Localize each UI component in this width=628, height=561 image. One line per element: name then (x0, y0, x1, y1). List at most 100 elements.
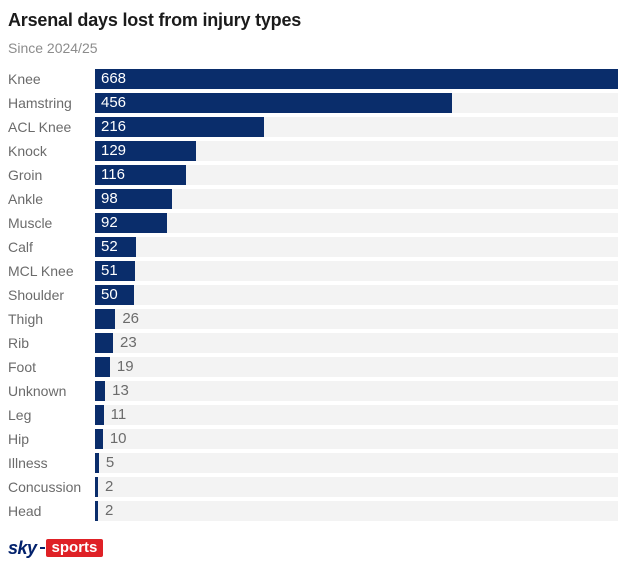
sky-logo: sky (8, 538, 37, 558)
bar-track: 129 (95, 141, 618, 161)
value-label: 19 (116, 358, 134, 375)
chart-row: MCL Knee 51 (0, 259, 628, 283)
category-label: Leg (8, 407, 32, 423)
bar (95, 405, 104, 425)
bar-track: 98 (95, 189, 618, 209)
category-label: Concussion (8, 479, 82, 495)
value-label: 50 (101, 286, 118, 303)
bar-track: 216 (95, 117, 618, 137)
bar: 116 (95, 165, 186, 185)
footer: sky sports (0, 538, 628, 558)
category-label: Rib (8, 335, 30, 351)
bar-track: 13 (95, 381, 618, 401)
category-label: Unknown (8, 383, 67, 399)
chart-row: Illness 5 (0, 451, 628, 475)
bar: 98 (95, 189, 172, 209)
bar: 668 (95, 69, 618, 89)
bar (95, 381, 106, 401)
value-label: 92 (101, 214, 118, 231)
category-label: Groin (8, 167, 43, 183)
bar: 456 (95, 93, 453, 113)
bar-track: 19 (95, 357, 618, 377)
bar (95, 453, 99, 473)
category-label: MCL Knee (8, 263, 74, 279)
value-label: 51 (101, 262, 118, 279)
bar-track: 92 (95, 213, 618, 233)
value-label: 2 (105, 502, 114, 519)
bar-track: 668 (95, 69, 618, 89)
bar-track: 10 (95, 429, 618, 449)
category-label: Muscle (8, 215, 53, 231)
value-label: 98 (101, 190, 118, 207)
sky-logo-dash-icon (39, 547, 45, 549)
bar-track: 51 (95, 261, 618, 281)
value-label: 2 (105, 478, 114, 495)
bar-track: 2 (95, 477, 618, 497)
category-label: Hip (8, 431, 30, 447)
chart-row: Calf 52 (0, 235, 628, 259)
bar-track: 26 (95, 309, 618, 329)
category-label: Shoulder (8, 287, 65, 303)
chart-row: Rib 23 (0, 331, 628, 355)
value-label: 5 (105, 454, 115, 471)
bar-track: 5 (95, 453, 618, 473)
bar-track: 116 (95, 165, 618, 185)
bar (95, 309, 116, 329)
value-label: 116 (101, 166, 125, 183)
bar-track: 2 (95, 501, 618, 521)
chart-header: Arsenal days lost from injury types Sinc… (0, 0, 628, 57)
bar (95, 429, 103, 449)
category-label: Knock (8, 143, 47, 159)
value-label: 456 (101, 94, 127, 111)
bar: 52 (95, 237, 136, 257)
category-label: Hamstring (8, 95, 72, 111)
bar-track: 52 (95, 237, 618, 257)
bar: 92 (95, 213, 168, 233)
category-label: Ankle (8, 191, 44, 207)
chart-row: Muscle 92 (0, 211, 628, 235)
chart-row: Hamstring 456 (0, 91, 628, 115)
chart-row: Knock 129 (0, 139, 628, 163)
bar-track: 23 (95, 333, 618, 353)
category-label: Illness (8, 455, 48, 471)
category-label: Thigh (8, 311, 44, 327)
chart-row: Foot 19 (0, 355, 628, 379)
bar: 129 (95, 141, 196, 161)
value-label: 52 (101, 238, 118, 255)
bar (95, 333, 113, 353)
value-label: 11 (110, 406, 127, 423)
bar: 216 (95, 117, 265, 137)
sky-sports-logo-badge: sports (45, 539, 104, 557)
chart-row: Shoulder 50 (0, 283, 628, 307)
category-label: Foot (8, 359, 37, 375)
bar: 50 (95, 285, 135, 305)
value-label: 129 (101, 142, 127, 159)
chart-row: Knee 668 (0, 67, 628, 91)
chart-row: Leg 11 (0, 403, 628, 427)
chart-row: Hip 10 (0, 427, 628, 451)
bar (95, 357, 110, 377)
value-label: 10 (109, 430, 127, 447)
bar-chart: Knee 668 Hamstring 456 ACL Knee 216 Knock 129 Gr… (0, 67, 628, 523)
value-label: 216 (101, 118, 127, 135)
chart-row: Concussion 2 (0, 475, 628, 499)
category-label: ACL Knee (8, 119, 72, 135)
chart-row: Groin 116 (0, 163, 628, 187)
value-label: 668 (101, 70, 127, 87)
value-label: 26 (122, 310, 140, 327)
chart-row: Ankle 98 (0, 187, 628, 211)
bar-track: 50 (95, 285, 618, 305)
chart-row: ACL Knee 216 (0, 115, 628, 139)
bar-track: 456 (95, 93, 618, 113)
value-label: 23 (120, 334, 137, 351)
chart-subtitle: Since 2024/25 (8, 40, 98, 56)
chart-row: Thigh 26 (0, 307, 628, 331)
category-label: Head (8, 503, 42, 519)
bar (95, 501, 98, 521)
value-label: 13 (112, 382, 129, 399)
chart-row: Head 2 (0, 499, 628, 523)
bar (95, 477, 98, 497)
bar: 51 (95, 261, 135, 281)
category-label: Knee (8, 71, 41, 87)
chart-row: Unknown 13 (0, 379, 628, 403)
